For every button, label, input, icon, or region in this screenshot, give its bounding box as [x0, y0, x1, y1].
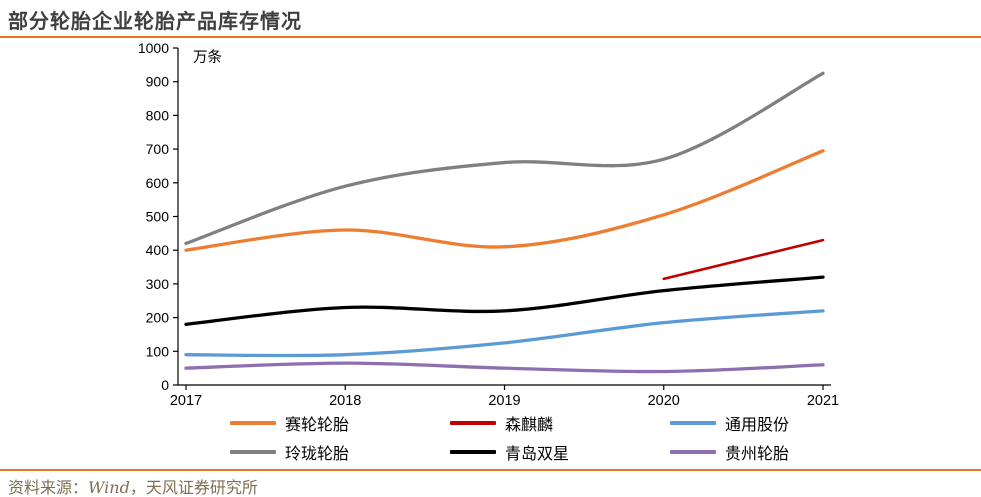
axis-lines	[177, 48, 831, 386]
legend-label: 玲珑轮胎	[285, 446, 350, 463]
legend-item-1: 森麒麟	[398, 414, 618, 434]
series-line-0	[184, 149, 825, 252]
legend-swatch	[230, 450, 276, 454]
legend-label: 赛轮轮胎	[285, 417, 350, 434]
x-axis-tick-label: 2021	[807, 393, 839, 409]
source-prefix: 资料来源：	[8, 480, 89, 497]
y-axis-tick-label: 700	[146, 141, 170, 157]
series-line-5	[184, 361, 825, 374]
source-note: 资料来源：Wind，天风证券研究所	[8, 474, 258, 497]
series-line-4	[184, 275, 825, 326]
legend-label: 通用股份	[725, 417, 790, 434]
y-axis-tick-label: 800	[146, 107, 170, 123]
x-axis-tick-label: 2020	[648, 393, 680, 409]
chart-title: 部分轮胎企业轮胎产品库存情况	[8, 11, 302, 33]
y-axis-tick-label: 200	[146, 310, 170, 326]
y-axis-tick-label: 100	[146, 343, 170, 359]
legend-swatch	[230, 421, 276, 425]
series-line-2	[184, 309, 825, 358]
legend-label: 贵州轮胎	[725, 446, 790, 463]
y-axis-tick-label: 600	[146, 175, 170, 191]
legend-item-4: 青岛双星	[398, 443, 618, 463]
source-wind: Wind	[88, 478, 130, 497]
series-line-3	[184, 71, 825, 246]
y-axis-tick-label: 400	[146, 242, 170, 258]
y-axis-tick-label: 0	[161, 377, 169, 393]
x-axis-tick-label: 2017	[170, 393, 202, 409]
legend-item-0: 赛轮轮胎	[178, 414, 398, 434]
legend-label: 青岛双星	[505, 446, 570, 463]
legend-item-2: 通用股份	[618, 414, 833, 434]
chart-legend: 赛轮轮胎 森麒麟 通用股份玲珑轮胎 青岛双星 贵州轮胎	[178, 414, 833, 463]
y-axis-tick-label: 300	[146, 276, 170, 292]
legend-item-5: 贵州轮胎	[618, 443, 833, 463]
footer-rule	[0, 469, 981, 471]
title-underline	[0, 36, 981, 38]
legend-swatch	[670, 421, 716, 425]
x-axis-tick-label: 2018	[329, 393, 361, 409]
series-line-1	[662, 238, 825, 281]
x-axis-tick-label: 2019	[488, 393, 520, 409]
legend-swatch	[670, 450, 716, 454]
y-axis-tick-label: 900	[146, 74, 170, 90]
legend-swatch	[450, 450, 496, 454]
legend-label: 森麒麟	[505, 417, 554, 434]
y-axis-unit-label: 万条	[193, 49, 222, 66]
y-axis-tick-label: 1000	[138, 40, 169, 56]
legend-swatch	[450, 421, 496, 425]
source-suffix: ，天风证券研究所	[129, 480, 258, 497]
y-axis-tick-label: 500	[146, 209, 170, 225]
legend-item-3: 玲珑轮胎	[178, 443, 398, 463]
